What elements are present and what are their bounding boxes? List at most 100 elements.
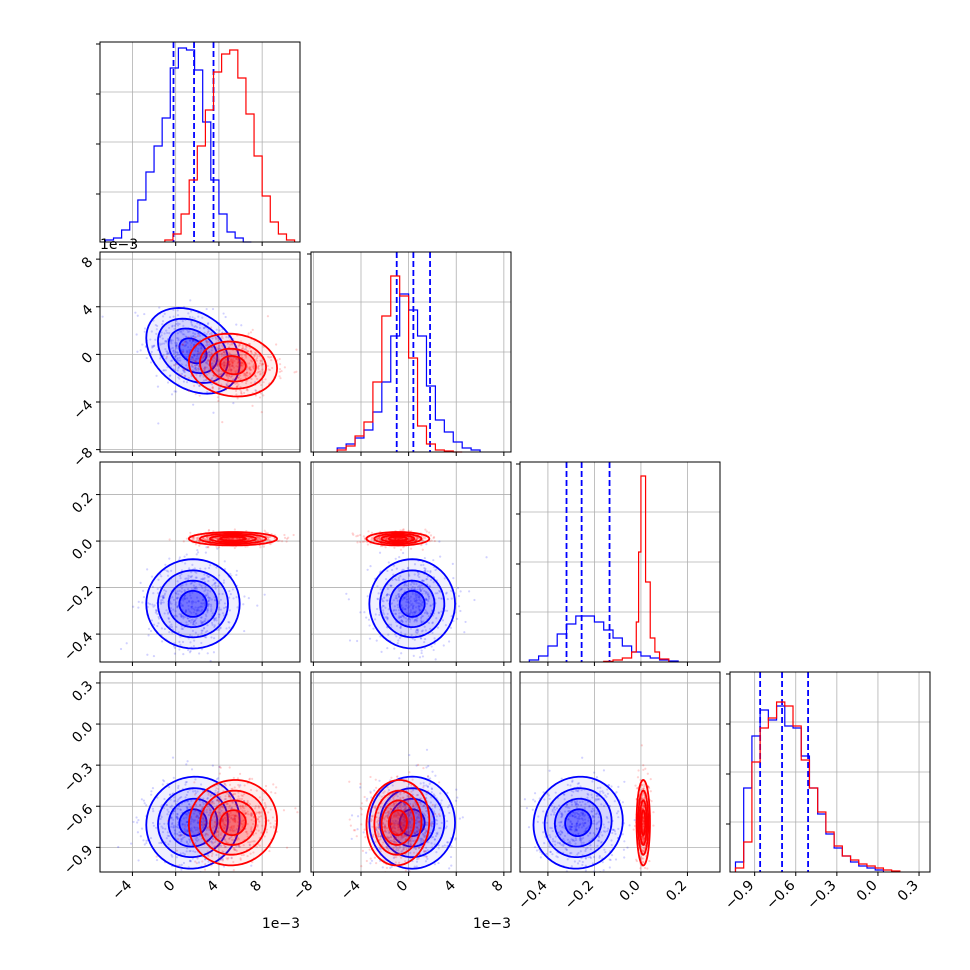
scatter-point [195,814,199,817]
scatter-point [399,575,402,578]
scatter-point [196,855,199,858]
scatter-point [156,624,159,628]
scatter-point [206,331,210,334]
scatter-point [255,357,259,360]
scatter-point [425,578,429,581]
scatter-point [263,835,266,838]
scatter-point [418,596,421,599]
scatter-point [190,605,194,608]
scatter-point [425,543,428,546]
density-fill-blue [389,580,435,628]
scatter-point [207,575,210,579]
scatter-point [407,588,410,591]
scatter-point [174,355,177,358]
scatter-point [231,825,234,828]
scatter-point [396,537,399,540]
scatter-point [187,599,191,603]
scatter-point [237,795,240,798]
scatter-point [166,831,169,834]
scatter-point [248,538,251,541]
scatter-point [164,590,168,593]
scatter-point [205,379,208,382]
scatter-point [205,307,208,311]
scatter-point [237,365,240,369]
scatter-point [411,611,414,614]
scatter-point [158,342,161,345]
scatter-point [182,329,185,332]
scatter-point [261,368,264,371]
contour-blue [178,808,208,837]
scatter-point [232,597,235,600]
scatter-point [217,800,221,803]
scatter-point [192,812,196,815]
scatter-point [149,338,152,341]
scatter-point [395,578,398,582]
scatter-point [187,608,190,611]
axes-frame [310,461,512,663]
scatter-point [427,595,431,598]
scatter-point [142,799,145,802]
scatter-point [215,853,218,857]
scatter-point [214,378,217,381]
scatter-point [420,615,423,618]
scatter-point [217,359,220,362]
scatter-point [399,615,403,618]
scatter-point [234,820,237,824]
scatter-point [161,596,164,600]
scatter-point [245,349,248,352]
scatter-point [208,351,211,354]
scatter-point [150,619,154,622]
scatter-point [214,822,217,825]
scatter-point [176,823,180,827]
scatter-point [188,348,191,351]
scatter-point [234,345,237,348]
scatter-point [179,614,182,617]
scatter-point [259,359,262,362]
scatter-point [403,616,406,619]
scatter-point [389,584,393,587]
scatter-point [182,350,185,353]
scatter-point [168,557,171,560]
scatter-point [264,789,268,792]
scatter-point [200,783,203,786]
scatter-point [187,574,190,577]
scatter-point [204,551,207,554]
scatter-point [205,823,208,826]
scatter-point [177,365,181,368]
scatter-point [199,810,202,813]
scatter-point [180,614,183,617]
scatter-point [263,802,266,805]
scatter-point [228,590,231,593]
scatter-point [375,873,377,875]
scatter-point [197,539,201,542]
scatter-point [411,585,414,588]
scatter-point [188,806,192,809]
scatter-point [170,602,173,605]
scatter-point [248,367,251,370]
scatter-point [176,369,179,372]
scatter-point [246,810,249,813]
scatter-point [267,819,270,822]
scatter-point [231,360,234,363]
scatter-point [404,617,407,620]
scatter-point [191,591,194,594]
scatter-point [226,342,229,345]
scatter-point [247,537,251,540]
scatter-point [199,349,203,353]
scatter-point [178,648,181,651]
scatter-point [402,529,405,532]
scatter-point [222,579,226,582]
hist-step-red [164,49,296,242]
scatter-point [177,798,180,801]
y-tick-label: −0.6 [61,801,96,836]
scatter-point [231,846,234,849]
scatter-point [163,797,166,801]
hist-panel-3: −0.9 −0.6 −0.3 0.0 0.3 [722,671,931,913]
scatter-point [236,382,239,385]
scatter-point [189,575,192,578]
scatter-point [199,620,202,623]
scatter-point [230,838,234,841]
scatter-point [185,601,189,604]
scatter-point [196,596,199,599]
y-tick-label: 0.0 [69,719,96,746]
